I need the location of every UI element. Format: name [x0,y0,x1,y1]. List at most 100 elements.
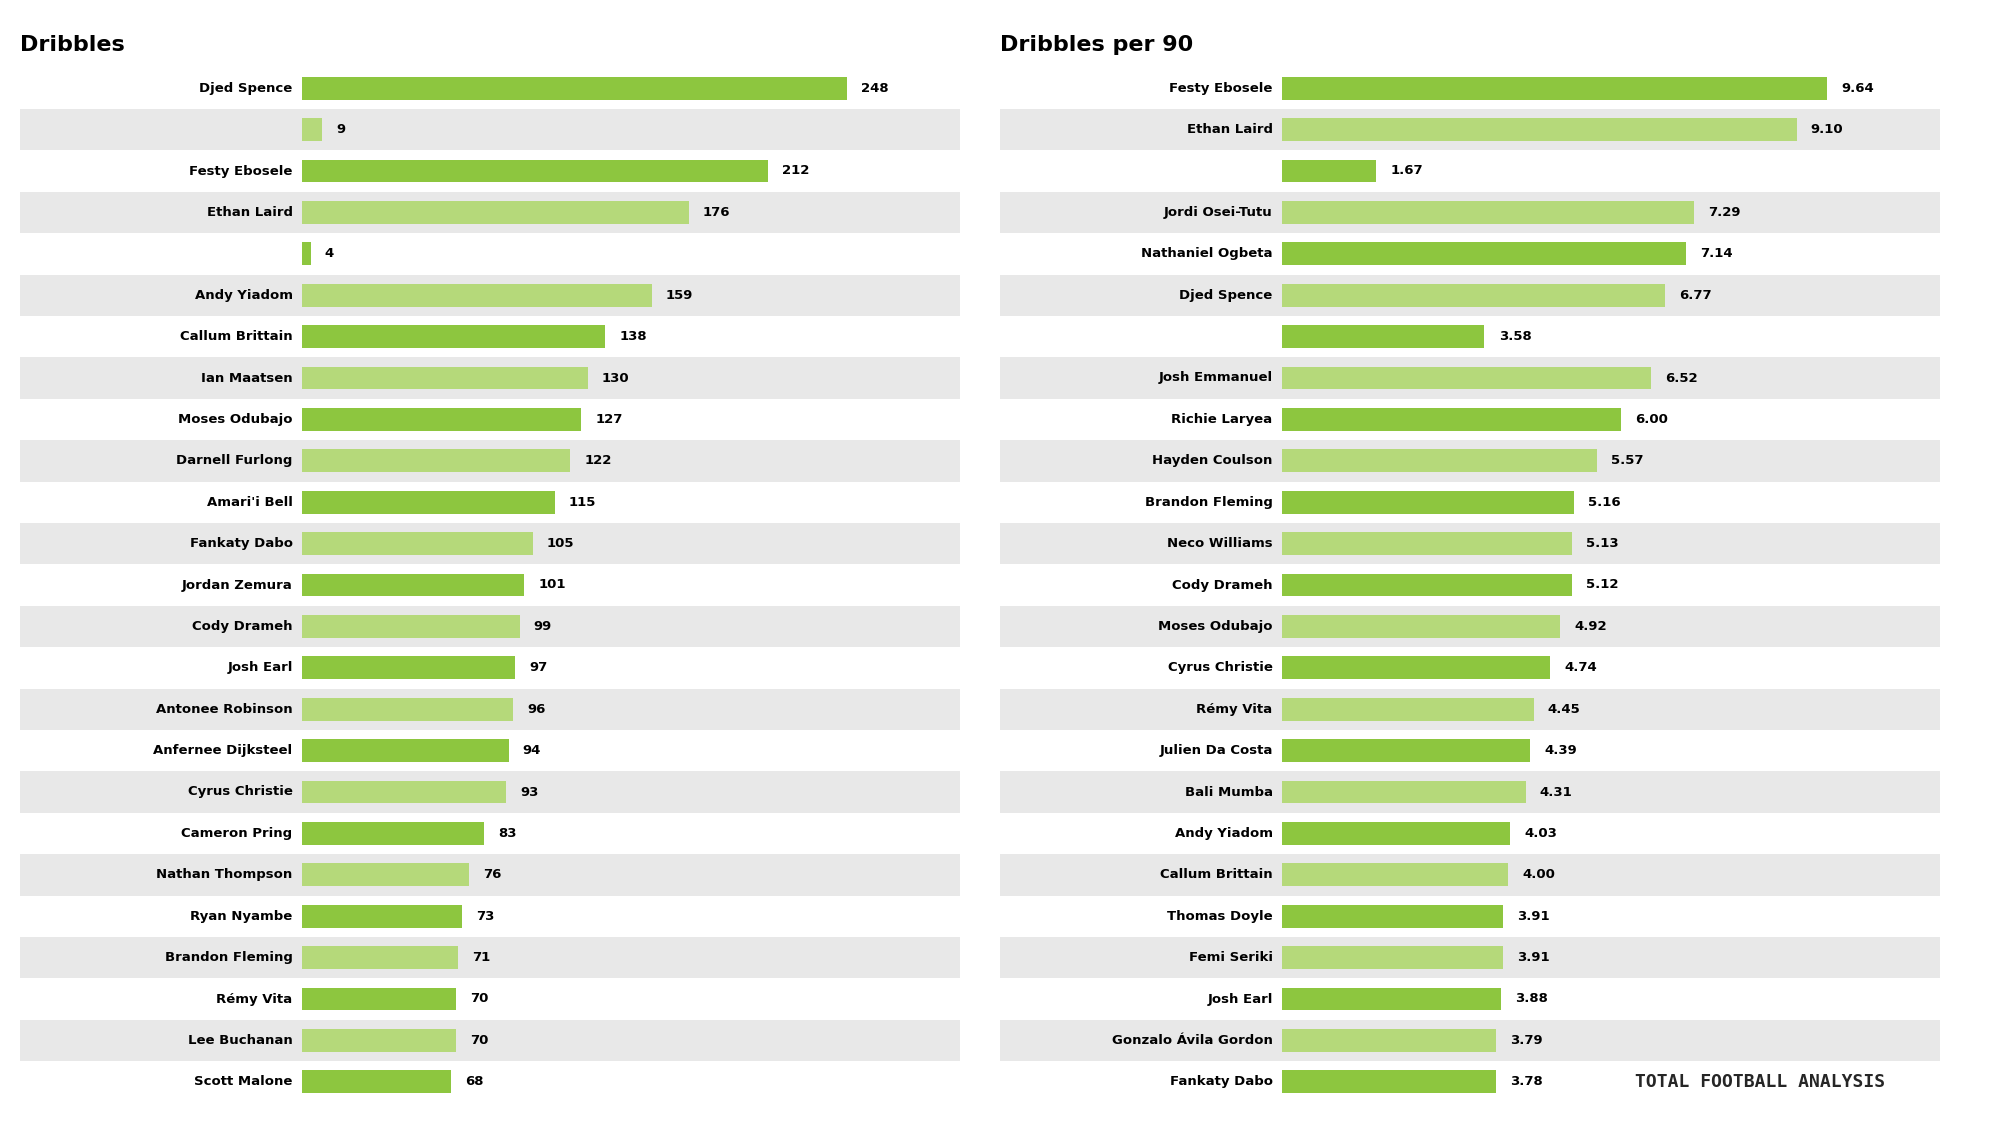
Text: TOTAL FOOTBALL ANALYSIS: TOTAL FOOTBALL ANALYSIS [1634,1073,1886,1091]
Bar [1282,988,1502,1010]
Bar [302,242,310,266]
Bar [20,730,960,772]
Bar [1282,822,1510,845]
Text: Jordi Osei-Tutu: Jordi Osei-Tutu [1164,206,1272,219]
Text: 248: 248 [862,82,888,95]
Bar [1000,68,1940,109]
Text: 3.88: 3.88 [1516,992,1548,1006]
Bar [20,605,960,647]
Text: Callum Brittain: Callum Brittain [1160,868,1272,881]
Bar [302,863,470,886]
Text: 9: 9 [336,123,346,136]
Text: 6.52: 6.52 [1664,371,1698,385]
Bar [302,284,652,307]
Text: 3.79: 3.79 [1510,1034,1544,1047]
Text: Festy Ebosele: Festy Ebosele [1170,82,1272,95]
Text: 101: 101 [538,578,566,592]
Text: 83: 83 [498,827,518,840]
Text: Julien Da Costa: Julien Da Costa [1160,744,1272,757]
Bar [1000,523,1940,565]
Text: Andy Yiadom: Andy Yiadom [194,289,292,302]
Bar [20,688,960,730]
Text: 3.91: 3.91 [1518,951,1550,964]
Text: Ian Maatsen: Ian Maatsen [200,371,292,385]
Text: 3.78: 3.78 [1510,1076,1542,1088]
Bar [1282,946,1504,969]
Bar [302,367,588,389]
Bar [1000,896,1940,937]
Text: Callum Brittain: Callum Brittain [180,330,292,343]
Bar [20,647,960,688]
Text: 127: 127 [596,413,622,426]
Bar [302,781,506,803]
Text: 4.45: 4.45 [1548,703,1580,716]
Bar [302,988,456,1010]
Text: Fankaty Dabo: Fankaty Dabo [190,537,292,550]
Text: 6.77: 6.77 [1678,289,1712,302]
Text: 94: 94 [522,744,542,757]
Bar [20,440,960,482]
Text: Ethan Laird: Ethan Laird [1186,123,1272,136]
Bar [1000,1061,1940,1102]
Text: 5.12: 5.12 [1586,578,1618,592]
Bar [1282,532,1572,555]
Text: Neco Williams: Neco Williams [1166,537,1272,550]
Text: Moses Odubajo: Moses Odubajo [178,413,292,426]
Text: 105: 105 [546,537,574,550]
Bar [1000,937,1940,979]
Bar [1282,284,1664,307]
Bar [302,532,532,555]
Bar [1282,781,1526,803]
Text: 4.39: 4.39 [1544,744,1578,757]
Bar [302,160,768,182]
Text: 76: 76 [484,868,502,881]
Text: Cyrus Christie: Cyrus Christie [1168,662,1272,674]
Bar [1000,316,1940,358]
Bar [1282,574,1572,596]
Bar [20,482,960,523]
Bar [1000,440,1940,482]
Bar [302,656,516,680]
Text: 4.00: 4.00 [1522,868,1556,881]
Text: Cody Drameh: Cody Drameh [192,620,292,633]
Bar [1282,201,1694,224]
Text: Dribbles: Dribbles [20,35,124,55]
Bar [1000,565,1940,605]
Bar [302,118,322,141]
Bar [1000,979,1940,1019]
Bar [302,408,582,431]
Bar [20,979,960,1019]
Bar [20,896,960,937]
Text: 138: 138 [620,330,648,343]
Bar [1282,615,1560,638]
Bar [1282,1070,1496,1094]
Bar [1282,160,1376,182]
Text: Hayden Coulson: Hayden Coulson [1152,455,1272,467]
Text: Andy Yiadom: Andy Yiadom [1174,827,1272,840]
Text: 93: 93 [520,785,538,799]
Text: Djed Spence: Djed Spence [200,82,292,95]
Text: Bali Mumba: Bali Mumba [1184,785,1272,799]
Bar [1000,772,1940,812]
Text: Nathaniel Ogbeta: Nathaniel Ogbeta [1142,248,1272,260]
Bar [20,109,960,151]
Bar [20,937,960,979]
Bar [1282,242,1686,266]
Text: 9.64: 9.64 [1842,82,1874,95]
Bar [20,274,960,316]
Text: Josh Earl: Josh Earl [228,662,292,674]
Text: 5.16: 5.16 [1588,496,1620,508]
Bar [1000,109,1940,151]
Bar [20,1019,960,1061]
Bar [1282,739,1530,762]
Bar [20,191,960,233]
Text: 5.13: 5.13 [1586,537,1618,550]
Bar [20,68,960,109]
Bar [1282,656,1550,680]
Text: 70: 70 [470,1034,488,1047]
Text: Cody Drameh: Cody Drameh [1172,578,1272,592]
Bar [20,565,960,605]
Text: 6.00: 6.00 [1636,413,1668,426]
Bar [1282,367,1650,389]
Bar [302,946,458,969]
